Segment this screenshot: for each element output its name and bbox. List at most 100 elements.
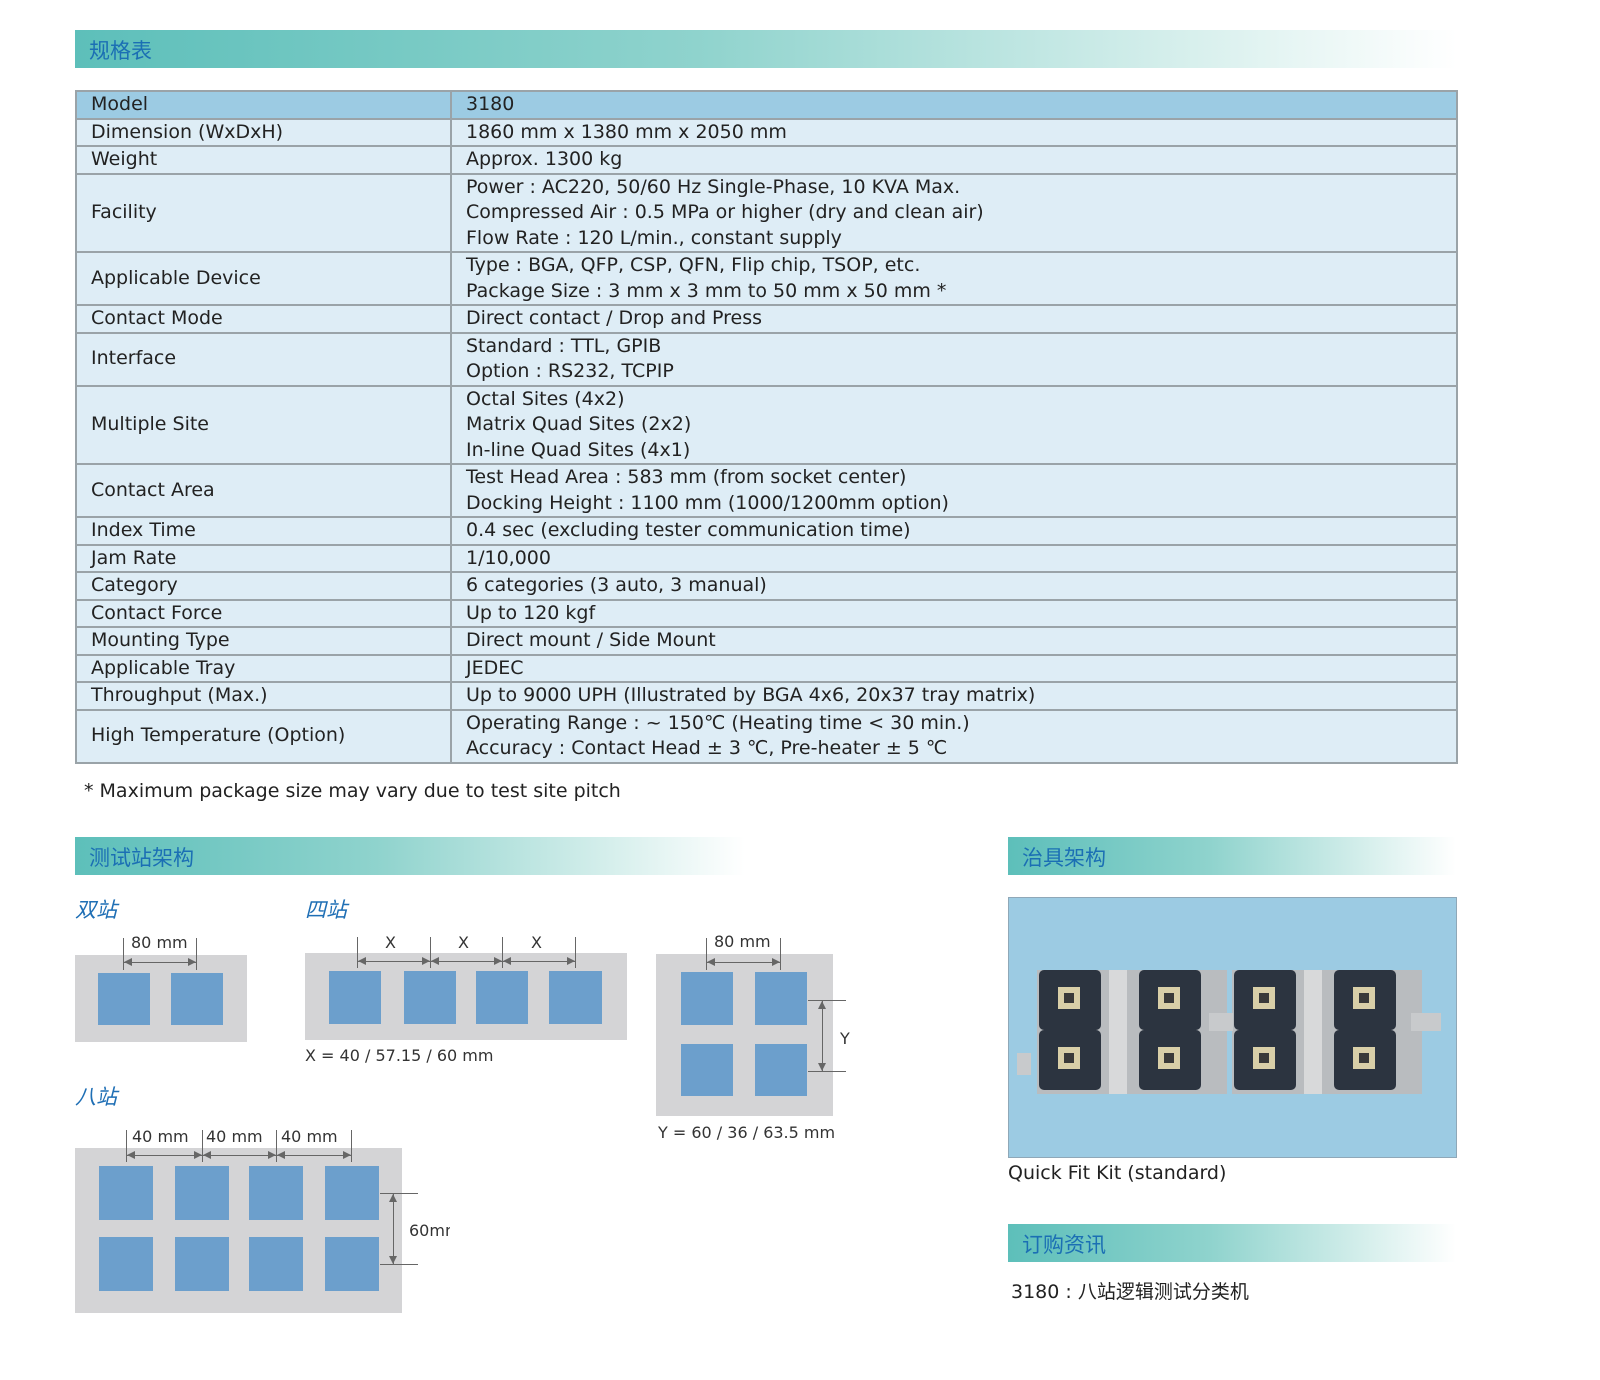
dimension-arrow — [707, 962, 780, 963]
spec-row: Throughput (Max.) Up to 9000 UPH (Illustr… — [75, 681, 1458, 711]
test-site — [476, 971, 528, 1024]
spec-value: 6 categories (3 auto, 3 manual) — [450, 571, 1458, 601]
dimension-arrow — [277, 1155, 351, 1156]
dimension-tick — [430, 937, 431, 968]
arrow-head-down — [389, 1256, 397, 1264]
octal-site-title: 八站 — [75, 1085, 117, 1109]
dimension-tick — [502, 937, 503, 968]
spec-key: Weight — [75, 145, 452, 175]
dimension-arrow — [822, 1001, 823, 1071]
spec-value: Direct mount / Side Mount — [450, 626, 1458, 656]
section-bar-order: 订购资讯 — [1008, 1224, 1456, 1262]
dimension-tick — [202, 1130, 203, 1162]
spec-value-line: 1/10,000 — [466, 546, 551, 569]
arrow-head-right — [494, 957, 502, 965]
arrow-head-left — [127, 1151, 135, 1159]
matrix-caption: Y = 60 / 36 / 63.5 mm — [658, 1123, 836, 1142]
arrow-head-right — [268, 1151, 276, 1159]
spec-key: Dimension (WxDxH) — [75, 117, 452, 147]
spec-row: Interface Standard : TTL, GPIB Option : RS… — [75, 331, 1458, 387]
arrow-head-right — [567, 957, 575, 965]
test-site — [171, 973, 223, 1025]
spec-value-line: Power : AC220, 50/60 Hz Single-Phase, 10… — [466, 175, 961, 198]
spec-row: Jam Rate 1/10,000 — [75, 543, 1458, 573]
arrow-head-right — [343, 1151, 351, 1159]
spec-value-line: Compressed Air : 0.5 MPa or higher (dry … — [466, 201, 984, 223]
spec-key: Contact Area — [75, 463, 452, 518]
dimension-tick — [357, 937, 358, 968]
spec-row: Applicable Device Type : BGA, QFP, CSP, Q… — [75, 251, 1458, 306]
arrow-head-left — [503, 957, 511, 965]
arrow-head-right — [772, 958, 780, 966]
arrow-head-left — [707, 958, 715, 966]
test-site — [755, 972, 807, 1025]
arrow-head-left — [203, 1151, 211, 1159]
order-info: 3180 : 八站逻辑测试分类机 — [1011, 1281, 1249, 1303]
spec-value-line: 6 categories (3 auto, 3 manual) — [466, 574, 767, 596]
quick-fit-kit-photo — [1008, 897, 1457, 1158]
section-title: 规格表 — [89, 39, 152, 63]
dimension-arrow — [393, 1194, 394, 1264]
spec-value: Octal Sites (4x2) Matrix Quad Sites (2x2)… — [450, 384, 1458, 465]
spec-value: Type : BGA, QFP, CSP, QFN, Flip chip, TS… — [450, 251, 1458, 306]
spec-value-line: Accuracy : Contact Head ± 3 ℃, Pre-heate… — [466, 737, 948, 759]
spec-key: Applicable Tray — [75, 653, 452, 683]
spec-value-line: Matrix Quad Sites (2x2) — [466, 413, 692, 435]
dimension-tick — [351, 1130, 352, 1162]
dimension-tick — [706, 938, 707, 970]
spec-value: Standard : TTL, GPIB Option : RS232, TCPI… — [450, 331, 1458, 387]
dimension-arrow — [127, 1155, 202, 1156]
spec-key: Facility — [75, 172, 452, 253]
spec-row: Index Time 0.4 sec (excluding tester comm… — [75, 516, 1458, 546]
section-bar-spec: 规格表 — [75, 30, 1457, 68]
spec-value: JEDEC — [450, 653, 1458, 683]
pitch-label: 80 mm — [131, 933, 188, 952]
spec-value: Operating Range : ~ 150℃ (Heating time <… — [450, 708, 1458, 764]
test-site — [755, 1044, 807, 1096]
spec-value: 1/10,000 — [450, 543, 1458, 573]
spec-value: Power : AC220, 50/60 Hz Single-Phase, 10… — [450, 172, 1458, 253]
test-site — [549, 971, 602, 1024]
spec-row: High Temperature (Option) Operating Range… — [75, 708, 1458, 764]
spec-value-line: 0.4 sec (excluding tester communication … — [466, 519, 911, 541]
dimension-arrow — [358, 961, 430, 962]
spec-value-line: Up to 9000 UPH (Illustrated by BGA 4x6, … — [466, 684, 1036, 706]
spec-key: Mounting Type — [75, 626, 452, 656]
test-site — [681, 972, 733, 1025]
test-site — [175, 1237, 229, 1291]
quad-caption: X = 40 / 57.15 / 60 mm — [305, 1046, 494, 1065]
dimension-tick — [380, 1193, 418, 1194]
spec-value-line: Package Size : 3 mm x 3 mm to 50 mm x 50… — [466, 279, 947, 302]
spec-key: Throughput (Max.) — [75, 681, 452, 711]
spec-row: Dimension (WxDxH) 1860 mm x 1380 mm x 205… — [75, 117, 1458, 147]
test-site — [404, 971, 456, 1024]
test-site — [681, 1044, 733, 1096]
quad-site-title: 四站 — [305, 898, 347, 922]
dimension-arrow — [431, 961, 502, 962]
arrow-head-down — [818, 1063, 826, 1071]
spec-value-line: Operating Range : ~ 150℃ (Heating time <… — [466, 711, 970, 734]
spec-key: High Temperature (Option) — [75, 708, 452, 764]
spec-key: Jam Rate — [75, 543, 452, 573]
spec-key: Applicable Device — [75, 251, 452, 306]
spec-row: Contact Area Test Head Area : 583 mm (fro… — [75, 463, 1458, 518]
spec-value-line: Standard : TTL, GPIB — [466, 334, 662, 357]
test-site — [325, 1166, 379, 1220]
spec-value-line: Test Head Area : 583 mm (from socket cen… — [466, 466, 907, 488]
dimension-tick — [196, 938, 197, 970]
spec-value-line: Direct mount / Side Mount — [466, 629, 716, 651]
spec-table: Model 3180 Dimension (WxDxH) 1860 mm x 1380… — [75, 90, 1458, 764]
pitch-label: X — [385, 933, 396, 952]
dimension-tick — [123, 938, 124, 970]
spec-value-line: In-line Quad Sites (4x1) — [466, 438, 691, 461]
arrow-head-up — [818, 1001, 826, 1009]
spec-row: Applicable Tray JEDEC — [75, 653, 1458, 683]
spec-row: Contact Force Up to 120 kgf — [75, 598, 1458, 628]
arrow-head-right — [422, 957, 430, 965]
test-site — [249, 1166, 303, 1220]
spec-value-line: Up to 120 kgf — [466, 601, 596, 624]
spec-value: Up to 120 kgf — [450, 598, 1458, 628]
spec-value: Approx. 1300 kg — [450, 145, 1458, 175]
pitch-label: X — [458, 933, 469, 952]
dimension-arrow — [124, 962, 196, 963]
